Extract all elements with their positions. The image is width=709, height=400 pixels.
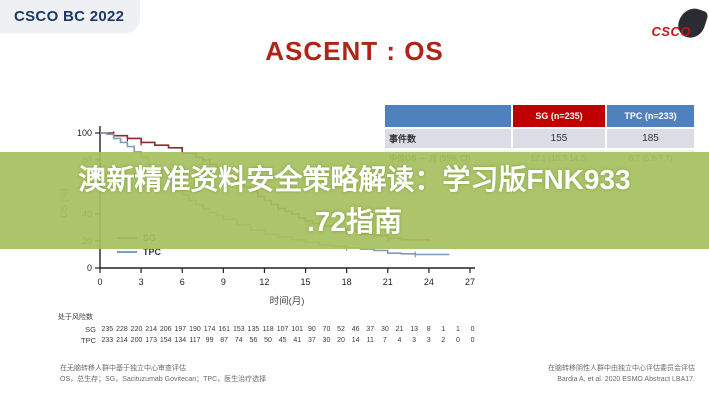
summary-header-blank: [385, 105, 511, 127]
conference-badge: CSCO BC 2022: [0, 0, 141, 33]
footnote-right-line2: Bardia A, et al. 2020 ESMO Abstract LBA1…: [557, 376, 695, 383]
risk-value: 56: [249, 337, 258, 344]
risk-value: 99: [205, 337, 214, 344]
risk-value: 20: [337, 337, 345, 344]
number-at-risk-title: 处于风险数: [58, 314, 93, 321]
risk-value: 21: [395, 326, 404, 333]
risk-value: 118: [262, 326, 274, 333]
events-label: 事件数: [385, 129, 511, 148]
risk-value: 52: [337, 326, 345, 333]
risk-value: 30: [380, 326, 389, 333]
risk-value: 220: [130, 326, 143, 333]
footnote-right: 在脑转移阴性人群中由独立中心评估委员会评估 Bardia A, et al. 2…: [548, 363, 695, 385]
footnote-right-line1: 在脑转移阴性人群中由独立中心评估委员会评估: [548, 365, 695, 372]
risk-value: 3: [426, 337, 431, 344]
risk-row-tpc: TPC 233 214 200 173 154 134 117 99 87 74 56 50 45 41 37…: [58, 335, 488, 346]
x-tick-label: 0: [97, 277, 102, 287]
risk-row-label: SG: [85, 325, 96, 334]
risk-value: 37: [366, 326, 375, 333]
risk-value: 70: [322, 326, 331, 333]
risk-value: 8: [426, 326, 431, 333]
risk-value: 117: [189, 337, 201, 344]
risk-value: 197: [174, 326, 187, 333]
risk-value: 13: [410, 326, 418, 333]
risk-row-values: 233 214 200 173 154 134 117 99 87 74 56 50 45 41 37 30 2…: [100, 337, 480, 344]
x-tick-label: 18: [342, 277, 352, 287]
page-title: ASCENT : OS: [265, 36, 444, 66]
risk-row-label: TPC: [81, 336, 96, 345]
risk-value: 50: [264, 337, 272, 344]
risk-value: 1: [455, 326, 460, 333]
summary-row-events: 事件数 155 185: [385, 129, 694, 148]
footnote-left: 在无脑转移人群中基于独立中心审查评估 OS，总生存；SG，Sacituzumab…: [60, 363, 266, 385]
watermark-band: 澳新精准资料安全策略解读：学习版FNK933 .72指南: [0, 152, 709, 249]
y-tick-label: 0: [87, 263, 92, 273]
risk-value: 134: [174, 337, 187, 344]
risk-value: 46: [351, 326, 360, 333]
x-axis-label: 时间(月): [270, 295, 305, 307]
risk-value: 37: [307, 337, 316, 344]
risk-value: 0: [470, 337, 475, 344]
x-tick-label: 21: [383, 277, 393, 287]
risk-value: 1: [441, 326, 446, 333]
number-at-risk-table: 处于风险数 SG 235 228 220 214 206 197 190 174 161 153 13…: [58, 312, 488, 346]
x-tick-label: 24: [424, 277, 434, 287]
csco-logo-text: CSCO: [651, 24, 691, 39]
risk-value: 154: [159, 337, 172, 344]
risk-value: 228: [116, 326, 128, 333]
x-tick-label: 6: [180, 277, 185, 287]
risk-value: 3: [412, 337, 417, 344]
risk-value: 87: [220, 337, 229, 344]
risk-row-values: 235 228 220 214 206 197 190 174 161 153 135 118 107 1…: [100, 326, 480, 333]
summary-header-sg: SG (n=235): [513, 105, 605, 127]
risk-value: 107: [276, 326, 289, 333]
risk-value: 214: [116, 337, 128, 344]
risk-value: 101: [291, 326, 304, 333]
legend-label-tpc: TPC: [143, 247, 162, 257]
watermark-line2: .72指南: [307, 205, 402, 237]
risk-value: 7: [382, 337, 387, 344]
events-sg-value: 155: [513, 129, 605, 148]
x-tick-label: 27: [465, 277, 475, 287]
summary-table-header-row: SG (n=235) TPC (n=233): [385, 105, 694, 127]
csco-logo: CSCO: [641, 4, 709, 48]
risk-value: 206: [159, 326, 172, 333]
risk-value: 153: [232, 326, 245, 333]
risk-value: 214: [145, 326, 157, 333]
footnote-left-line1: 在无脑转移人群中基于独立中心审查评估: [60, 365, 186, 372]
risk-value: 233: [101, 337, 114, 344]
risk-value: 41: [293, 337, 302, 344]
risk-value: 90: [307, 326, 316, 333]
footnote-left-line2: OS，总生存；SG，Sacituzumab Govitecan；TPC，医生治疗…: [60, 376, 267, 383]
risk-value: 161: [218, 326, 231, 333]
risk-value: 0: [455, 337, 460, 344]
risk-value: 74: [234, 337, 243, 344]
x-tick-label: 3: [139, 277, 144, 287]
risk-value: 190: [189, 326, 201, 333]
risk-value: 4: [397, 337, 402, 344]
risk-value: 11: [366, 337, 374, 344]
risk-value: 235: [101, 326, 114, 333]
risk-value: 135: [247, 326, 260, 333]
x-tick-label: 15: [301, 277, 311, 287]
x-tick-label: 12: [259, 277, 269, 287]
risk-value: 0: [470, 326, 475, 333]
risk-value: 45: [278, 337, 287, 344]
risk-value: 30: [322, 337, 331, 344]
risk-value: 173: [145, 337, 157, 344]
events-tpc-value: 185: [607, 129, 694, 148]
risk-row-sg: SG 235 228 220 214 206 197 190 174 161 153 135 118 10…: [58, 324, 488, 335]
risk-value: 174: [203, 326, 216, 333]
risk-value: 200: [130, 337, 143, 344]
watermark-line1: 澳新精准资料安全策略解读：学习版FNK933: [78, 163, 631, 195]
y-tick-label: 100: [77, 128, 92, 138]
risk-value: 14: [351, 337, 360, 344]
summary-header-tpc: TPC (n=233): [607, 105, 694, 127]
risk-value: 2: [441, 337, 446, 344]
x-tick-label: 9: [221, 277, 226, 287]
